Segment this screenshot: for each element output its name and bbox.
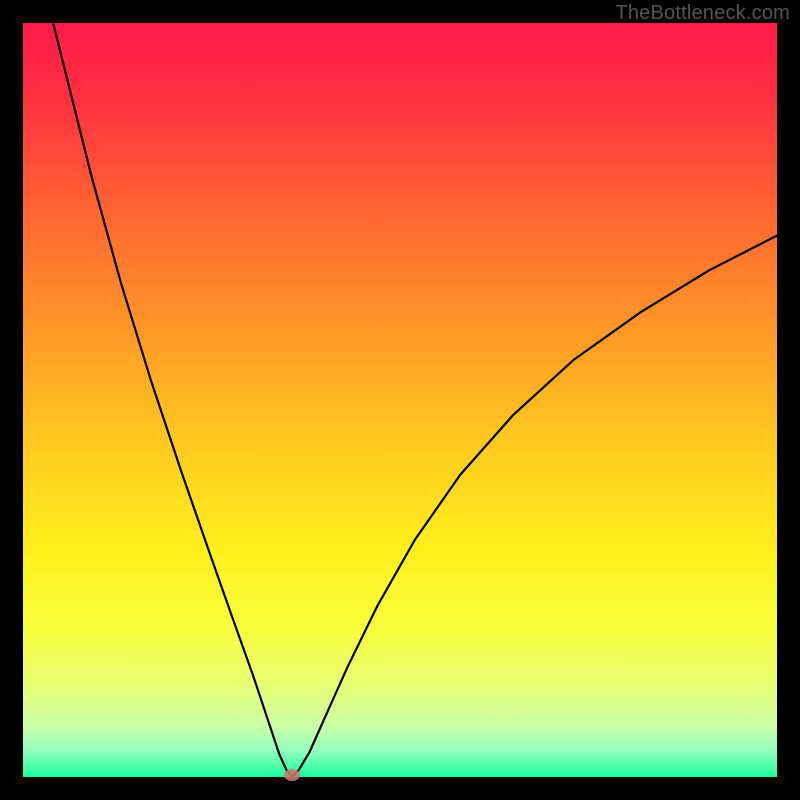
plot-area xyxy=(23,23,777,777)
minimum-marker xyxy=(284,769,300,781)
gradient-background xyxy=(23,23,777,777)
chart-frame: TheBottleneck.com xyxy=(0,0,800,800)
bottleneck-curve-svg xyxy=(23,23,777,777)
watermark-text: TheBottleneck.com xyxy=(615,2,790,25)
